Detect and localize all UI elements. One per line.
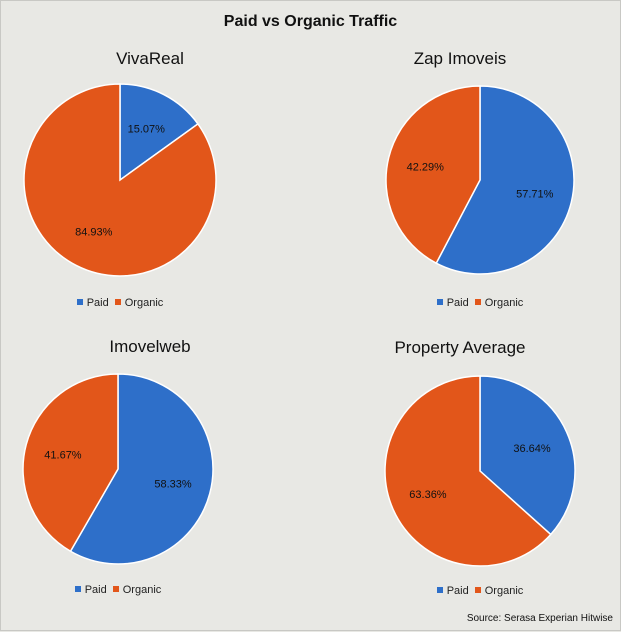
data-label-organic: 42.29% (407, 161, 445, 173)
data-label-paid: 58.33% (154, 479, 192, 491)
legend-swatch-organic (112, 586, 119, 593)
pie-slice-organic (384, 375, 552, 567)
pie-slice-organic (22, 373, 119, 553)
legend-swatch-paid (74, 586, 81, 593)
chart-title: Property Average (394, 338, 526, 357)
pie-chart: 57.71% 42.29% (385, 85, 575, 275)
data-label-organic: 41.67% (44, 449, 82, 461)
legend-label: Organic (122, 584, 162, 596)
legend-swatch-paid (436, 587, 443, 594)
legend: Paid Organic (330, 585, 621, 597)
legend-label: Organic (124, 297, 164, 309)
legend-swatch-paid (76, 299, 83, 306)
data-label-paid: 15.07% (128, 124, 166, 136)
legend-item-paid: Paid (436, 585, 469, 597)
legend-item-organic: Organic (114, 297, 164, 309)
legend-swatch-paid (436, 299, 443, 306)
chart-title: VivaReal (116, 49, 184, 68)
legend-label: Organic (484, 297, 524, 309)
data-label-paid: 57.71% (516, 189, 554, 201)
legend-swatch-organic (474, 299, 481, 306)
source-note: Source: Serasa Experian Hitwise (466, 613, 613, 624)
pie-slice-paid (119, 83, 199, 182)
pie-chart: 58.33% 41.67% (22, 373, 214, 565)
legend-swatch-organic (474, 587, 481, 594)
legend-item-paid: Paid (76, 297, 109, 309)
legend-label: Paid (446, 585, 469, 597)
pie-slice-paid (435, 85, 575, 275)
legend-swatch-organic (114, 299, 121, 306)
legend: Paid Organic (330, 297, 621, 309)
legend-item-paid: Paid (436, 297, 469, 309)
pie-slice-paid (479, 375, 576, 536)
legend-label: Paid (84, 584, 107, 596)
chart-title: Zap Imoveis (413, 49, 507, 68)
legend-label: Organic (484, 585, 524, 597)
legend-label: Paid (446, 297, 469, 309)
chart-imovelweb: Imovelweb 58.33% 41.67% Paid Organic (0, 332, 300, 632)
data-label-organic: 63.36% (409, 489, 447, 501)
chart-zap-imoveis: Zap Imoveis 57.71% 42.29% Paid Organic (310, 44, 610, 344)
legend-label: Paid (86, 297, 109, 309)
pie-slice-organic (385, 85, 481, 265)
pie-slice-organic (23, 83, 217, 277)
data-label-paid: 36.64% (513, 443, 551, 455)
pie-chart: 15.07% 84.93% (23, 83, 217, 277)
legend-item-paid: Paid (74, 584, 107, 596)
chart-title: Imovelweb (109, 337, 191, 356)
main-title: Paid vs Organic Traffic (223, 13, 398, 30)
legend-item-organic: Organic (474, 585, 524, 597)
legend: Paid Organic (0, 297, 270, 309)
chart-vivareal: VivaReal 15.07% 84.93% Paid Organic (0, 44, 300, 344)
chart-property-average: Property Average 36.64% 63.36% Paid Organic (310, 332, 610, 632)
legend-item-organic: Organic (474, 297, 524, 309)
pie-chart: 36.64% 63.36% (384, 375, 576, 567)
pie-slice-paid (69, 373, 214, 565)
data-label-organic: 84.93% (75, 226, 113, 238)
legend: Paid Organic (0, 584, 268, 596)
legend-item-organic: Organic (112, 584, 162, 596)
